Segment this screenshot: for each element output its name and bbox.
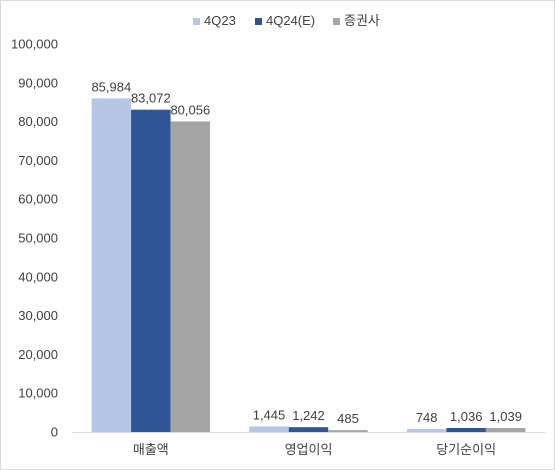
legend-label: 증권사 xyxy=(344,13,380,28)
y-tick-label: 20,000 xyxy=(18,347,58,362)
bar xyxy=(91,98,132,432)
bar xyxy=(170,121,211,432)
bar xyxy=(249,426,289,432)
data-label: 1,036 xyxy=(450,409,483,424)
y-tick-label: 40,000 xyxy=(18,269,58,284)
y-tick-label: 50,000 xyxy=(18,231,58,246)
data-label: 85,984 xyxy=(91,79,131,94)
data-label: 748 xyxy=(416,410,438,425)
bar xyxy=(406,429,447,432)
legend-swatch xyxy=(333,18,340,25)
category-label: 당기순이익 xyxy=(436,442,496,457)
y-tick-label: 100,000 xyxy=(11,37,58,52)
category-label: 영업이익 xyxy=(285,442,333,457)
legend-label: 4Q24(E) xyxy=(266,13,315,28)
y-tick-label: 60,000 xyxy=(18,192,58,207)
y-tick-label: 10,000 xyxy=(18,386,58,401)
data-label: 485 xyxy=(337,411,359,426)
legend-label: 4Q23 xyxy=(204,13,236,28)
bar xyxy=(328,430,368,432)
y-tick-label: 70,000 xyxy=(18,153,58,168)
bar xyxy=(446,427,486,432)
bar xyxy=(485,427,526,432)
y-tick-label: 80,000 xyxy=(18,114,58,129)
data-label: 1,242 xyxy=(292,408,325,423)
category-label: 매출액 xyxy=(133,442,169,457)
y-tick-label: 90,000 xyxy=(18,75,58,90)
data-label: 1,039 xyxy=(489,409,522,424)
data-label: 1,445 xyxy=(253,407,286,422)
bar xyxy=(131,109,171,433)
data-label: 80,056 xyxy=(170,102,210,117)
y-tick-label: 0 xyxy=(51,425,58,440)
legend-swatch xyxy=(255,18,262,25)
bar xyxy=(288,427,329,432)
y-tick-label: 30,000 xyxy=(18,308,58,323)
legend-swatch xyxy=(193,18,200,25)
data-label: 83,072 xyxy=(131,91,171,106)
